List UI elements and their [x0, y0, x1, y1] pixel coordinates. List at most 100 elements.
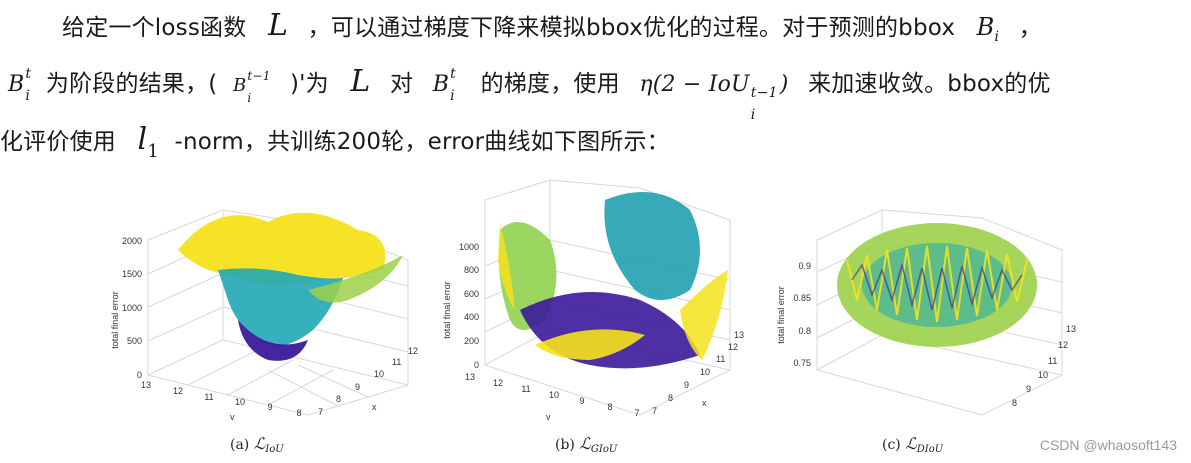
- caption-symbol: ℒ: [905, 434, 917, 453]
- surface-plot-c: 0.75 0.8 0.85 0.9 total final error 8 9 …: [776, 209, 1076, 416]
- y-tick: 12: [493, 378, 503, 388]
- caption-subscript: DIoU: [916, 444, 944, 455]
- math-subscript: i: [25, 88, 31, 104]
- surface-plot-b: 0 200 400 600 800 1000 total final error…: [442, 179, 744, 422]
- surface-sheet: [308, 255, 403, 303]
- text-segment: 来加速收敛。bbox的优: [808, 71, 1051, 97]
- z-tick: 0.8: [798, 326, 811, 336]
- figure-a: 0 500 1000 1500 2000 total final error 1…: [108, 170, 428, 463]
- surface-right-ridge: [680, 270, 728, 360]
- surface-left-ridge: [498, 225, 515, 310]
- math-B: B: [8, 72, 25, 97]
- x-axis-ticks: 7 8 9 10 11 12 13: [652, 330, 744, 416]
- y-tick: 8: [296, 408, 301, 418]
- z-tick: 0.85: [793, 293, 811, 303]
- y-tick: 9: [579, 396, 584, 406]
- z-tick: 800: [464, 265, 479, 275]
- z-tick: 1500: [122, 269, 142, 279]
- y-axis-ticks: 13 12 11 10 9 8: [141, 380, 302, 418]
- x-tick: 12: [408, 346, 418, 356]
- math-eta-iou: η(2 − IoU t−1 i): [639, 72, 789, 123]
- surface-front-ridge: [535, 329, 645, 360]
- surface-mid: [218, 268, 343, 346]
- math-B: B: [232, 75, 247, 96]
- y-tick: 13: [465, 372, 475, 382]
- y-axis-ticks: 13 12 11 10 9 8 7: [465, 372, 640, 418]
- caption-prefix: (b): [555, 437, 575, 453]
- y-tick: 8: [607, 402, 612, 412]
- surface-top: [178, 212, 386, 284]
- x-tick: 13: [1066, 324, 1076, 334]
- text-segment: )'为: [289, 71, 329, 97]
- surface-bottom: [238, 320, 308, 361]
- question-paragraph: 给定一个loss函数 L ，可以通过梯度下降来模拟bbox优化的过程。对于预测的…: [0, 0, 1191, 162]
- z-tick: 0: [474, 360, 479, 370]
- text-segment: ，可以通过梯度下降来模拟bbox优化的过程。对于预测的bbox: [307, 15, 956, 41]
- y-axis-label: y: [230, 412, 235, 420]
- figure-b: 0 200 400 600 800 1000 total final error…: [440, 170, 760, 463]
- math-subscript: i: [247, 91, 252, 105]
- y-tick: 9: [267, 402, 272, 412]
- z-axis-ticks: 0 200 400 600 800 1000: [459, 242, 479, 370]
- z-axis-label: total final error: [776, 286, 786, 344]
- text-segment: -norm，共训练200轮，error曲线如下图所示：: [174, 129, 670, 155]
- x-tick: 7: [318, 407, 323, 417]
- math-close-paren: ): [779, 72, 789, 97]
- surface: [837, 223, 1037, 347]
- text-segment: ，: [1018, 15, 1042, 41]
- caption-prefix: (c): [882, 437, 901, 453]
- caption-prefix: (a): [230, 437, 250, 453]
- x-tick: 8: [668, 393, 673, 403]
- math-superscript: t−1: [750, 85, 778, 101]
- math-subscript: i: [994, 29, 1000, 45]
- math-subscript: i: [750, 107, 756, 123]
- surface-right-peak: [604, 192, 700, 300]
- x-axis-ticks: 8 9 10 11 12 13: [1012, 324, 1076, 408]
- caption-subscript: GIoU: [590, 444, 618, 455]
- x-tick: 11: [716, 354, 725, 364]
- z-tick: 0: [137, 370, 142, 380]
- x-tick: 8: [1012, 398, 1017, 408]
- x-tick: 9: [355, 382, 360, 392]
- surface-noise: [846, 245, 1028, 323]
- y-tick: 10: [235, 397, 245, 407]
- x-tick: 9: [684, 380, 689, 390]
- math-subscript: i: [450, 88, 455, 104]
- math-B-i: Bi: [976, 13, 1000, 45]
- x-tick: 10: [374, 369, 384, 379]
- math-loss-L: L: [267, 8, 289, 43]
- surface: [498, 192, 728, 369]
- paragraph-line-3: 化评价使用 l1 -norm，共训练200轮，error曲线如下图所示：: [0, 122, 670, 162]
- paragraph-line-1: 给定一个loss函数 L ，可以通过梯度下降来模拟bbox优化的过程。对于预测的…: [62, 8, 1042, 45]
- x-axis-label: x: [372, 402, 377, 412]
- surface-noise: [851, 262, 1023, 311]
- watermark: CSDN @whaosoft143: [1039, 437, 1177, 453]
- math-superscript: t: [25, 66, 32, 82]
- z-axis-label: total final error: [442, 281, 452, 339]
- math-superscript: t−1: [247, 69, 271, 83]
- x-tick: 7: [652, 406, 657, 416]
- math-superscript: t: [450, 66, 456, 82]
- math-subscript: 1: [147, 141, 159, 162]
- math-B: B: [432, 72, 450, 97]
- caption-c: (c) ℒDIoU: [882, 434, 944, 455]
- z-tick: 1000: [122, 303, 142, 313]
- z-tick: 600: [464, 289, 479, 299]
- text-segment: 给定一个loss函数: [62, 15, 247, 41]
- y-tick: 10: [549, 390, 559, 400]
- text-segment: 的梯度，使用: [480, 71, 620, 97]
- figure-row: 0 500 1000 1500 2000 total final error 1…: [0, 170, 1191, 463]
- caption-symbol: ℒ: [253, 434, 266, 453]
- y-tick: 7: [634, 408, 639, 418]
- y-tick: 11: [521, 384, 530, 394]
- caption-symbol: ℒ: [579, 434, 591, 453]
- surface: [178, 212, 403, 361]
- y-tick: 12: [173, 386, 183, 396]
- z-tick: 200: [464, 336, 479, 346]
- math-B: B: [976, 13, 995, 41]
- text-segment: 对: [390, 71, 414, 97]
- x-axis-label: x: [702, 398, 707, 408]
